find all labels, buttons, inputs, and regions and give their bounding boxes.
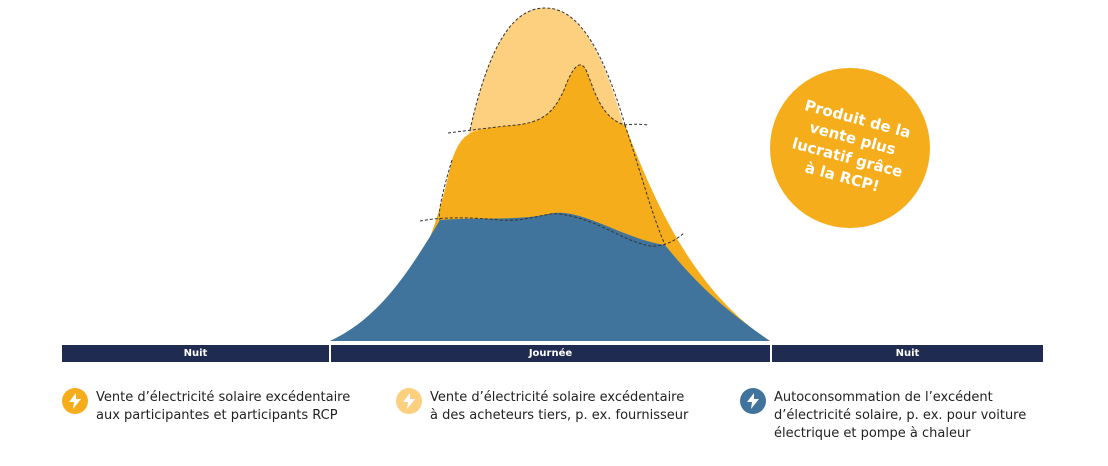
lightning-icon <box>396 388 422 414</box>
legend-item-rcp-sale: Vente d’électricité solaire excédentaire… <box>62 388 350 425</box>
outline-peak <box>469 7 626 131</box>
legend-item-self-consumption: Autoconsommation de l’excédent d’électri… <box>740 388 1026 443</box>
rcp-benefit-badge: Produit de la vente plus lucratif grâce … <box>770 68 930 228</box>
outline-upper-right-edge <box>624 124 666 246</box>
legend-item-third-party-sale: Vente d’électricité solaire excédentaire… <box>396 388 688 425</box>
timeline-day: Journée <box>331 345 770 362</box>
timeline-night-end: Nuit <box>772 345 1043 362</box>
badge-text: Produit de la vente plus lucratif grâce … <box>790 96 913 196</box>
outline-upper-band <box>447 64 649 134</box>
legend-label: Vente d’électricité solaire excédentaire… <box>430 390 689 423</box>
legend-label: Autoconsommation de l’excédent d’électri… <box>774 390 1027 441</box>
lightning-icon <box>740 388 766 414</box>
outline-lower-band <box>419 213 685 247</box>
area-self-consumption <box>330 212 770 341</box>
legend-label: Vente d’électricité solaire excédentaire… <box>96 390 351 423</box>
lightning-icon <box>62 388 88 414</box>
timeline-night-start: Nuit <box>62 345 329 362</box>
